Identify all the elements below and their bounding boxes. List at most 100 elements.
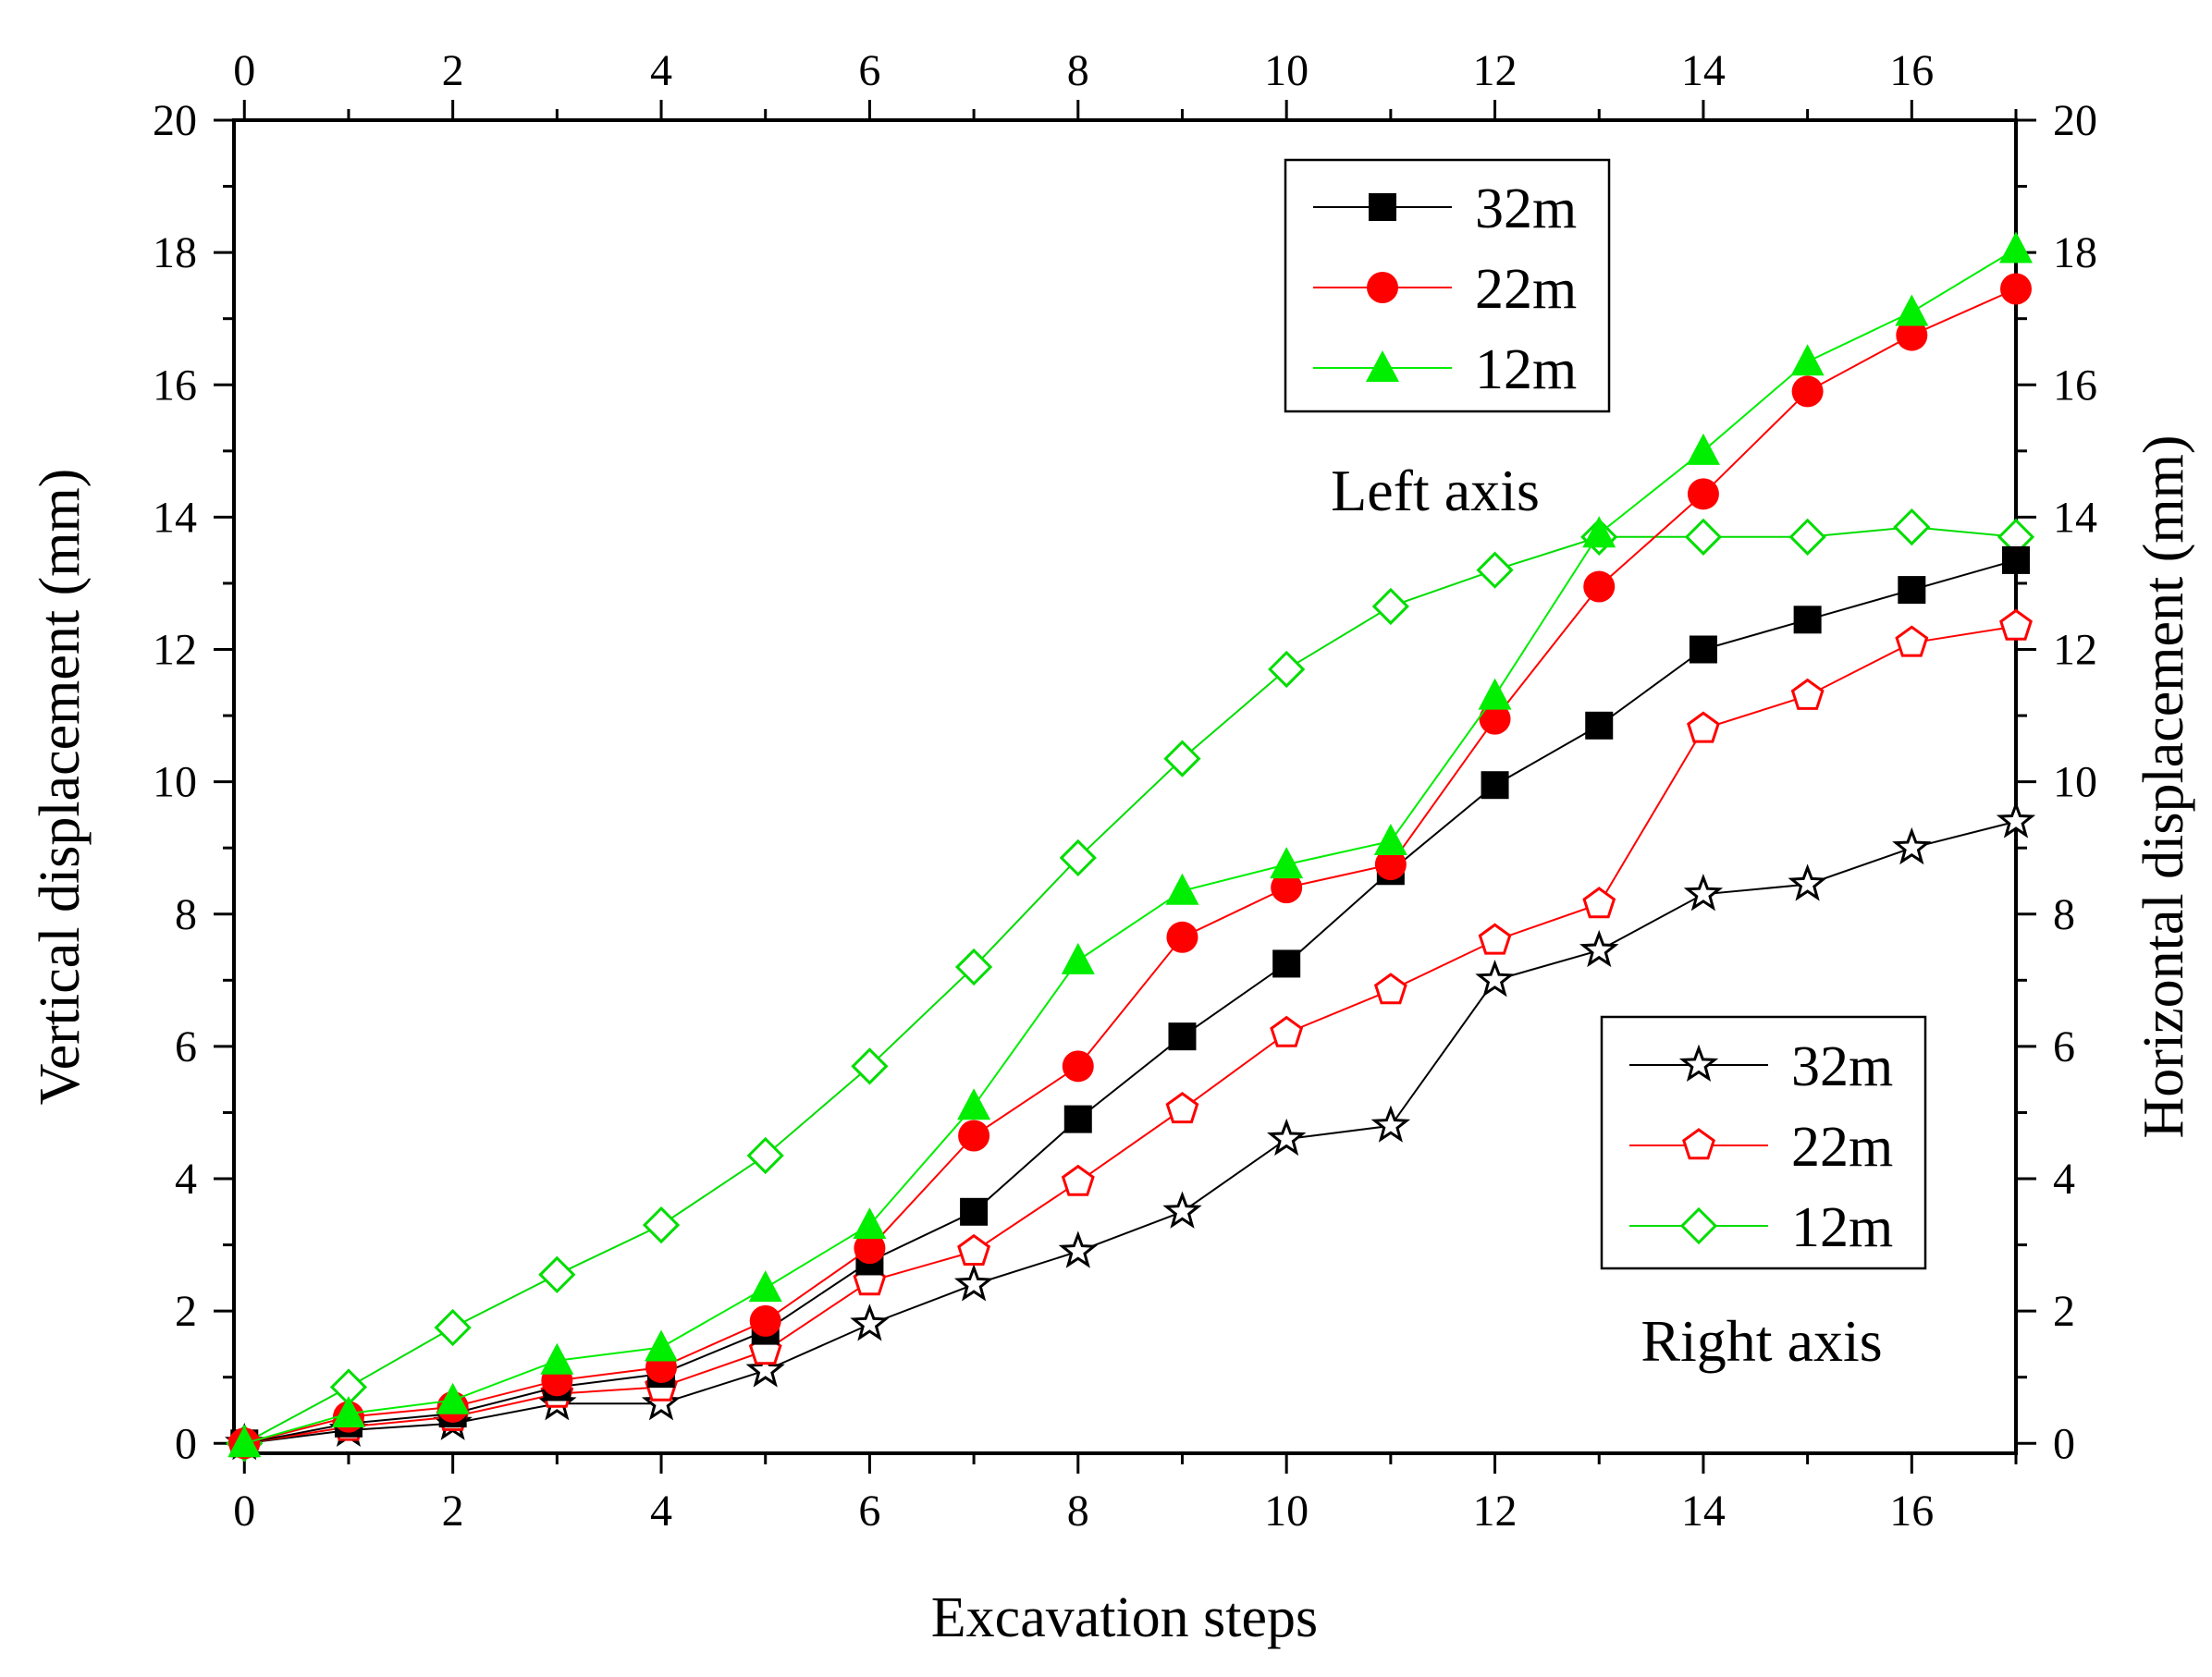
data-point-right-32m	[1162, 1191, 1202, 1229]
data-point-left-32m	[1793, 606, 1822, 634]
data-point-left-22m	[1791, 375, 1824, 408]
legend-label: 32m	[1475, 177, 1577, 240]
data-point-left-12m	[1373, 824, 1407, 856]
legend-label: 12m	[1475, 338, 1577, 401]
data-point-right-22m	[957, 1233, 991, 1266]
data-point-right-32m	[953, 1264, 994, 1302]
series-line-right-32m	[244, 820, 2017, 1445]
data-point-left-22m	[1062, 1050, 1094, 1083]
legend-label: 12m	[1791, 1196, 1893, 1259]
series-line-left-12m	[244, 248, 2017, 1445]
data-point-left-32m	[960, 1197, 989, 1226]
data-point-right-12m	[642, 1206, 681, 1244]
data-point-left-12m	[540, 1342, 574, 1375]
data-point-right-12m	[954, 948, 993, 986]
data-point-right-32m	[1267, 1118, 1307, 1157]
data-point-left-32m	[1272, 949, 1301, 978]
y-tick-label-right: 10	[2053, 758, 2097, 807]
left-axis-note: Left axis	[1331, 458, 1540, 523]
data-point-right-22m	[1582, 887, 1616, 919]
series-left-12m	[227, 231, 2033, 1458]
data-point-left-32m	[1585, 711, 1614, 740]
x-tick-label-bottom: 14	[1681, 1487, 1726, 1536]
x-axis-label: Excavation steps	[931, 1586, 1318, 1649]
y-tick-label-left: 20	[153, 96, 197, 145]
data-point-left-32m	[1481, 771, 1509, 800]
data-point-right-12m	[1163, 740, 1201, 777]
data-point-right-32m	[1996, 801, 2036, 838]
legend-left-box	[1284, 158, 1611, 413]
data-series	[225, 231, 2036, 1463]
y-tick-label-left: 8	[175, 890, 197, 939]
x-tick-label-top: 8	[1067, 46, 1089, 95]
data-point-right-12m	[1684, 518, 1723, 556]
data-point-right-22m	[1373, 973, 1407, 1005]
data-point-left-22m	[1687, 478, 1719, 510]
data-point-right-32m	[1579, 929, 1619, 968]
series-left-22m	[228, 273, 2032, 1460]
x-tick-label-top: 16	[1889, 46, 1934, 95]
x-tick-label-top: 14	[1681, 46, 1726, 95]
y-tick-label-right: 0	[2053, 1419, 2075, 1468]
y-tick-label-left: 12	[153, 626, 197, 675]
data-point-right-12m	[1371, 587, 1409, 626]
data-point-right-12m	[746, 1136, 784, 1175]
data-point-left-12m	[1999, 231, 2033, 263]
data-point-left-12m	[853, 1207, 887, 1240]
right-y-axis-label: Horizontal displacement (mm)	[2132, 435, 2195, 1139]
y-tick-label-left: 2	[175, 1287, 197, 1336]
y-tick-label-left: 6	[175, 1022, 197, 1071]
legend-label: 22m	[1791, 1116, 1893, 1179]
data-point-left-22m	[2000, 273, 2032, 305]
data-point-right-32m	[641, 1383, 682, 1421]
x-tick-label-bottom: 2	[442, 1487, 464, 1536]
data-point-right-12m	[538, 1255, 576, 1293]
data-point-left-12m	[1686, 433, 1720, 465]
legend-marker	[1679, 1206, 1718, 1245]
y-tick-label-right: 16	[2053, 361, 2097, 410]
legend-marker	[1367, 272, 1398, 303]
data-point-left-32m	[1689, 635, 1717, 664]
legend-left-axis: 32m 22m 12m	[1284, 158, 1611, 413]
right-axis-note: Right axis	[1641, 1308, 1882, 1374]
y-tick-label-left: 10	[153, 758, 197, 807]
data-point-right-22m	[1270, 1015, 1304, 1047]
data-point-right-12m	[1476, 551, 1514, 589]
y-tick-label-left: 14	[153, 493, 197, 542]
legend-label: 32m	[1791, 1035, 1893, 1098]
data-point-left-22m	[958, 1120, 990, 1152]
legend-marker	[1366, 350, 1399, 382]
data-point-right-12m	[1268, 650, 1306, 689]
y-tick-label-right: 6	[2053, 1022, 2075, 1071]
data-point-left-22m	[1896, 319, 1928, 351]
x-tick-label-bottom: 8	[1067, 1487, 1089, 1536]
x-tick-label-top: 2	[442, 46, 464, 95]
data-point-right-12m	[1788, 518, 1826, 556]
x-tick-label-top: 10	[1264, 46, 1309, 95]
data-point-left-12m	[1790, 344, 1825, 376]
y-tick-label-right: 18	[2053, 228, 2097, 277]
data-point-right-12m	[1893, 508, 1931, 546]
data-point-left-32m	[1063, 1105, 1092, 1133]
data-point-right-32m	[850, 1304, 890, 1341]
series-line-right-12m	[243, 526, 2017, 1445]
data-point-right-22m	[1895, 625, 1929, 657]
data-point-right-22m	[1790, 678, 1825, 710]
y-tick-label-right: 2	[2053, 1287, 2075, 1336]
data-point-left-22m	[1166, 921, 1198, 953]
data-point-left-32m	[1898, 576, 1926, 605]
data-point-right-32m	[745, 1350, 785, 1388]
data-point-right-32m	[1683, 874, 1724, 912]
y-tick-label-right: 8	[2053, 890, 2075, 939]
x-tick-label-bottom: 16	[1889, 1487, 1934, 1536]
data-point-left-12m	[645, 1329, 679, 1362]
data-point-left-12m	[1165, 873, 1199, 905]
series-line-left-32m	[244, 558, 2017, 1445]
data-point-left-12m	[1582, 516, 1616, 548]
data-point-right-32m	[1058, 1230, 1098, 1268]
series-line-right-22m	[244, 625, 2017, 1445]
x-tick-label-top: 12	[1473, 46, 1518, 95]
y-tick-label-left: 18	[153, 228, 197, 277]
